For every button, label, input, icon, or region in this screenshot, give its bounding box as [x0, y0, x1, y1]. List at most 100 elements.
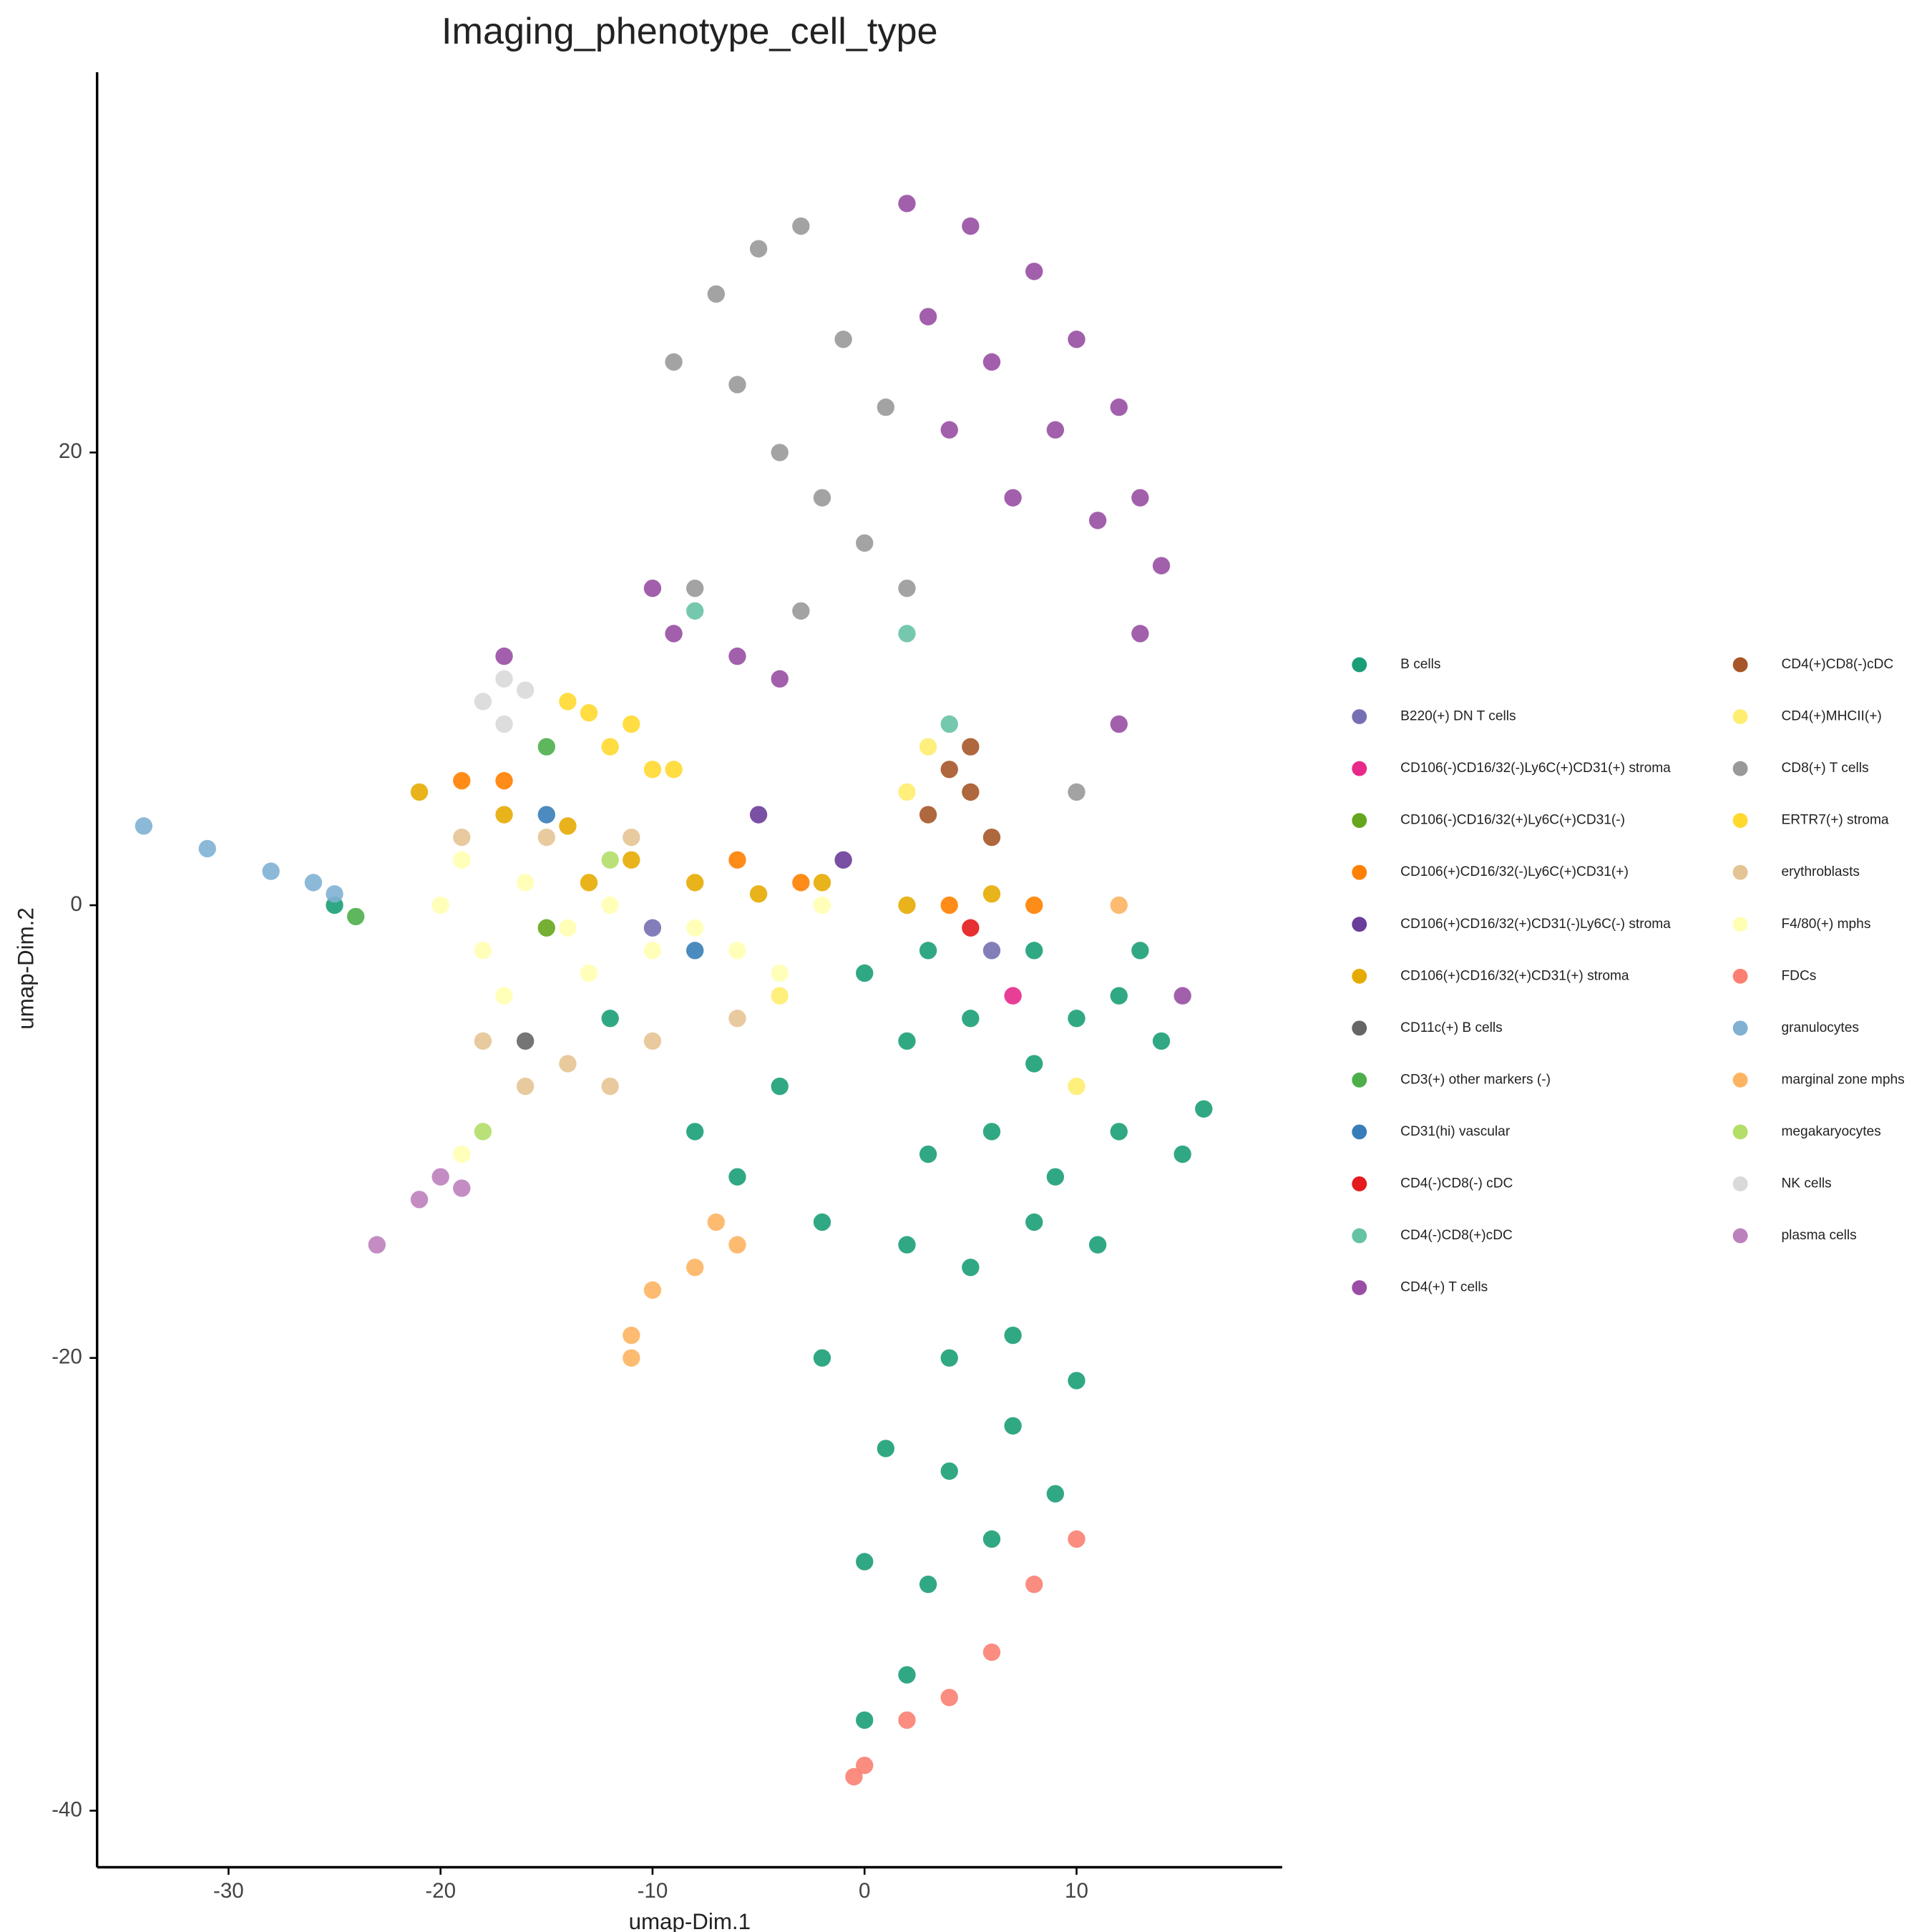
point	[1110, 398, 1128, 416]
point	[982, 353, 1001, 371]
point	[982, 1643, 1001, 1662]
point	[962, 738, 980, 756]
point	[580, 874, 598, 892]
point	[686, 1123, 704, 1141]
point	[707, 285, 726, 303]
point	[1110, 896, 1128, 914]
point	[940, 1349, 958, 1367]
point	[1131, 625, 1149, 643]
legend-label: plasma cells	[1781, 1228, 1856, 1243]
chart-title: Imaging_phenotype_cell_type	[441, 11, 937, 52]
legend-marker	[1732, 657, 1748, 673]
point	[686, 942, 704, 960]
point	[665, 761, 683, 779]
point	[1088, 512, 1107, 530]
point	[1025, 896, 1043, 914]
legend-label: CD31(hi) vascular	[1400, 1124, 1511, 1139]
point	[1068, 1530, 1085, 1548]
legend-label: B220(+) DN T cells	[1400, 709, 1516, 724]
point	[982, 828, 1001, 847]
point	[516, 1077, 535, 1096]
point	[856, 1711, 874, 1729]
point	[453, 1179, 471, 1197]
legend-marker	[1732, 1072, 1748, 1088]
legend-marker	[1352, 917, 1367, 932]
point	[1110, 715, 1128, 733]
point	[1110, 987, 1128, 1005]
legend-label: CD11c(+) B cells	[1400, 1020, 1503, 1035]
point	[728, 851, 746, 869]
legend-marker	[1352, 709, 1367, 724]
point	[856, 1553, 874, 1571]
point	[559, 693, 577, 711]
point	[686, 874, 704, 892]
point	[1046, 421, 1065, 439]
point	[559, 1055, 577, 1073]
point	[792, 874, 810, 892]
point	[919, 308, 937, 326]
point	[982, 942, 1001, 960]
x-tick-label: -30	[213, 1879, 244, 1903]
legend-marker	[1352, 813, 1367, 829]
legend-label: CD106(-)CD16/32(-)Ly6C(+)CD31(+) stroma	[1400, 761, 1671, 776]
legend-marker	[1732, 917, 1748, 932]
legend-marker	[1352, 1280, 1367, 1295]
point	[1004, 489, 1022, 507]
point	[728, 1236, 746, 1254]
point	[601, 1010, 619, 1028]
legend-marker	[1352, 968, 1367, 984]
point	[601, 738, 619, 756]
point	[1068, 331, 1085, 348]
point	[962, 919, 980, 937]
point	[834, 331, 852, 348]
legend-marker	[1352, 1072, 1367, 1088]
point	[326, 885, 343, 903]
legend-marker	[1732, 761, 1748, 776]
point	[580, 964, 598, 982]
x-tick-label: 10	[1065, 1879, 1088, 1903]
point	[962, 783, 980, 801]
point	[749, 240, 768, 258]
legend-marker	[1732, 1228, 1748, 1244]
point	[834, 851, 852, 869]
point	[665, 625, 683, 643]
x-tick-label: 0	[859, 1879, 870, 1903]
point	[898, 579, 916, 597]
legend-label: CD106(-)CD16/32(+)Ly6C(+)CD31(-)	[1400, 813, 1625, 828]
point	[559, 817, 577, 835]
legend-label: granulocytes	[1781, 1020, 1858, 1035]
point	[940, 896, 958, 914]
legend-label: megakaryocytes	[1781, 1124, 1880, 1139]
y-tick-label: -20	[52, 1345, 82, 1369]
point	[877, 398, 895, 416]
point	[877, 1440, 895, 1458]
x-tick-label: -10	[638, 1879, 668, 1903]
point	[1152, 557, 1171, 575]
point	[686, 579, 704, 597]
point	[686, 602, 704, 620]
point	[623, 851, 640, 869]
point	[898, 1032, 916, 1050]
legend-label: CD3(+) other markers (-)	[1400, 1072, 1551, 1087]
point	[643, 1032, 662, 1050]
legend-label: CD106(+)CD16/32(+)CD31(-)Ly6C(-) stroma	[1400, 917, 1671, 932]
point	[1068, 1372, 1085, 1390]
point	[474, 1032, 492, 1050]
point	[537, 828, 555, 847]
point	[749, 885, 768, 903]
point	[940, 1462, 958, 1480]
legend-label: CD4(-)CD8(+)cDC	[1400, 1228, 1513, 1243]
point	[792, 602, 810, 620]
y-tick-label: 20	[59, 439, 82, 463]
legend-label: CD4(+) T cells	[1400, 1280, 1488, 1295]
point	[623, 715, 640, 733]
legend-marker	[1732, 709, 1748, 724]
point	[1025, 942, 1043, 960]
y-axis-title: umap-Dim.2	[14, 907, 39, 1029]
legend-marker	[1352, 864, 1367, 880]
point	[601, 1077, 619, 1096]
legend-label: ERTR7(+) stroma	[1781, 813, 1888, 828]
point	[453, 851, 471, 869]
point	[474, 942, 492, 960]
point	[665, 353, 683, 371]
